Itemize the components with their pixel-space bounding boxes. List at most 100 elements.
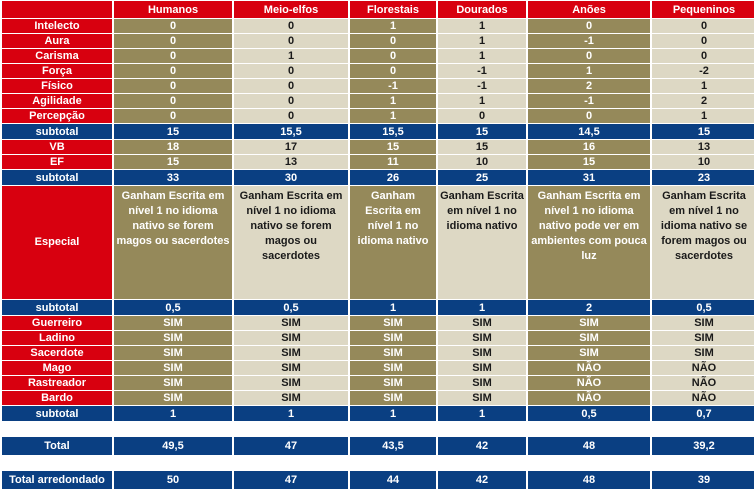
table-cell: 1 <box>234 406 348 421</box>
table-row: subtotal 15 15,5 15,5 15 14,5 15 <box>2 124 754 139</box>
table-row: subtotal 0,5 0,5 1 1 2 0,5 <box>2 300 754 315</box>
table-row: Carisma 0 1 0 1 0 0 <box>2 49 754 63</box>
spacer-cell <box>234 422 348 436</box>
table-cell: SIM <box>350 361 436 375</box>
table-cell: 48 <box>528 437 650 455</box>
table-cell: SIM <box>234 346 348 360</box>
table-row: Percepção 0 0 1 0 0 1 <box>2 109 754 123</box>
table-cell: -1 <box>438 79 526 93</box>
table-cell: 15 <box>114 155 232 169</box>
table-cell: SIM <box>528 346 650 360</box>
table-cell: 0 <box>528 49 650 63</box>
table-cell: 0 <box>234 34 348 48</box>
table-row: Aura 0 0 0 1 -1 0 <box>2 34 754 48</box>
table-cell: 47 <box>234 437 348 455</box>
table-cell: 0,5 <box>652 300 754 315</box>
table-cell: 33 <box>114 170 232 185</box>
row-label: subtotal <box>2 124 112 139</box>
table-cell: 1 <box>350 300 436 315</box>
table-row: EF 15 13 11 10 15 10 <box>2 155 754 169</box>
table-cell: 0,5 <box>114 300 232 315</box>
table-row: subtotal 1 1 1 1 0,5 0,7 <box>2 406 754 421</box>
table-cell: SIM <box>350 391 436 405</box>
table-cell: NÃO <box>528 376 650 390</box>
table-cell: Ganham Escrita em nível 1 no idioma nati… <box>350 186 436 299</box>
table-cell: 1 <box>652 79 754 93</box>
table-cell: 0 <box>114 64 232 78</box>
table-cell: 0 <box>234 19 348 33</box>
table-cell: 14,5 <box>528 124 650 139</box>
row-label: Aura <box>2 34 112 48</box>
table-cell: 43,5 <box>350 437 436 455</box>
row-label: Mago <box>2 361 112 375</box>
spacer-cell <box>2 456 112 470</box>
table-cell: 1 <box>438 34 526 48</box>
table-cell: SIM <box>114 346 232 360</box>
row-label: VB <box>2 140 112 154</box>
table-cell: NÃO <box>652 361 754 375</box>
table-cell: 1 <box>234 49 348 63</box>
spacer-cell <box>528 456 650 470</box>
table-cell: 1 <box>438 94 526 108</box>
table-cell: 1 <box>114 406 232 421</box>
table-cell: 39 <box>652 471 754 489</box>
table-cell: 48 <box>528 471 650 489</box>
table-cell: 0 <box>350 64 436 78</box>
table-cell: 2 <box>528 300 650 315</box>
table-cell: 0 <box>114 109 232 123</box>
spacer-cell <box>350 456 436 470</box>
table-cell: 0 <box>114 79 232 93</box>
table-cell: SIM <box>234 376 348 390</box>
table-cell: Ganham Escrita em nível 1 no idioma nati… <box>234 186 348 299</box>
table-cell: 0 <box>114 49 232 63</box>
row-label: Total arredondado <box>2 471 112 489</box>
table-row: VB 18 17 15 15 16 13 <box>2 140 754 154</box>
table-cell: 0 <box>234 79 348 93</box>
spacer-cell <box>114 456 232 470</box>
table-cell: -1 <box>528 34 650 48</box>
column-header: Anões <box>528 1 650 18</box>
table-cell: 15,5 <box>350 124 436 139</box>
spacer-cell <box>234 456 348 470</box>
table-cell: 1 <box>350 94 436 108</box>
table-cell: SIM <box>114 376 232 390</box>
row-label: Percepção <box>2 109 112 123</box>
table-cell: 17 <box>234 140 348 154</box>
table-cell: 0,5 <box>528 406 650 421</box>
row-label: Força <box>2 64 112 78</box>
table-cell: 15 <box>652 124 754 139</box>
table-cell: SIM <box>438 331 526 345</box>
table-cell: NÃO <box>652 391 754 405</box>
table-row: Físico 0 0 -1 -1 2 1 <box>2 79 754 93</box>
table-cell: SIM <box>652 331 754 345</box>
table-cell: Ganham Escrita em nível 1 no idioma nati… <box>114 186 232 299</box>
table-cell: 0 <box>234 94 348 108</box>
table-cell: 0 <box>438 109 526 123</box>
table-cell: 1 <box>528 64 650 78</box>
table-cell: SIM <box>234 361 348 375</box>
spacer-cell <box>528 422 650 436</box>
table-cell: 50 <box>114 471 232 489</box>
table-cell: 16 <box>528 140 650 154</box>
table-cell: SIM <box>234 391 348 405</box>
table-row: Especial Ganham Escrita em nível 1 no idi… <box>2 186 754 299</box>
table-row: Total 49,5 47 43,5 42 48 39,2 <box>2 437 754 455</box>
column-header: Humanos <box>114 1 232 18</box>
spacer-cell <box>438 456 526 470</box>
spacer-row <box>2 422 754 436</box>
table-cell: 23 <box>652 170 754 185</box>
table-cell: 25 <box>438 170 526 185</box>
table-cell: 30 <box>234 170 348 185</box>
spacer-cell <box>114 422 232 436</box>
table-cell: 10 <box>438 155 526 169</box>
table-cell: 0 <box>114 94 232 108</box>
table-cell: 0,5 <box>234 300 348 315</box>
spacer-row <box>2 456 754 470</box>
table-cell: 13 <box>652 140 754 154</box>
table-cell: 18 <box>114 140 232 154</box>
row-label: Sacerdote <box>2 346 112 360</box>
row-label: Guerreiro <box>2 316 112 330</box>
table-cell: SIM <box>438 361 526 375</box>
table-cell: 42 <box>438 471 526 489</box>
